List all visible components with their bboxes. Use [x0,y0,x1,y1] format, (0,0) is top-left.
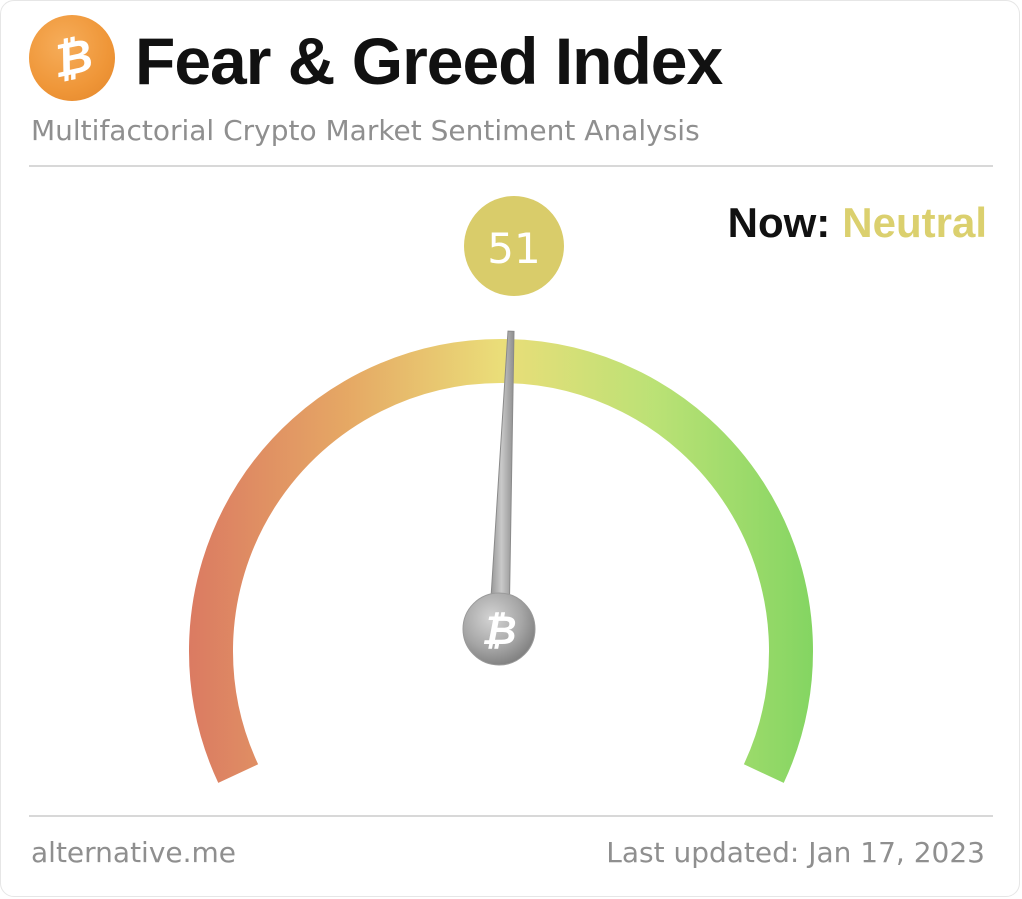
gauge-value: 51 [487,224,540,273]
page-subtitle: Multifactorial Crypto Market Sentiment A… [31,114,700,147]
now-label: Now: [727,199,831,246]
source-link[interactable]: alternative.me [31,836,237,869]
sentiment-classification: Neutral [842,199,987,246]
page-title: Fear & Greed Index [135,24,723,98]
value-badge: 51 [464,196,564,296]
bitcoin-logo-icon: ₿ [29,15,115,101]
bitcoin-icon: ₿ [481,608,516,654]
header-divider [29,165,993,167]
last-updated: Last updated: Jan 17, 2023 [606,836,985,869]
gauge-hub: ₿ [462,592,536,666]
gauge-arc [189,339,813,783]
footer-divider [29,815,993,817]
sentiment-gauge: ₿ 51 [189,196,813,783]
current-sentiment: Now: Neutral [728,197,987,249]
